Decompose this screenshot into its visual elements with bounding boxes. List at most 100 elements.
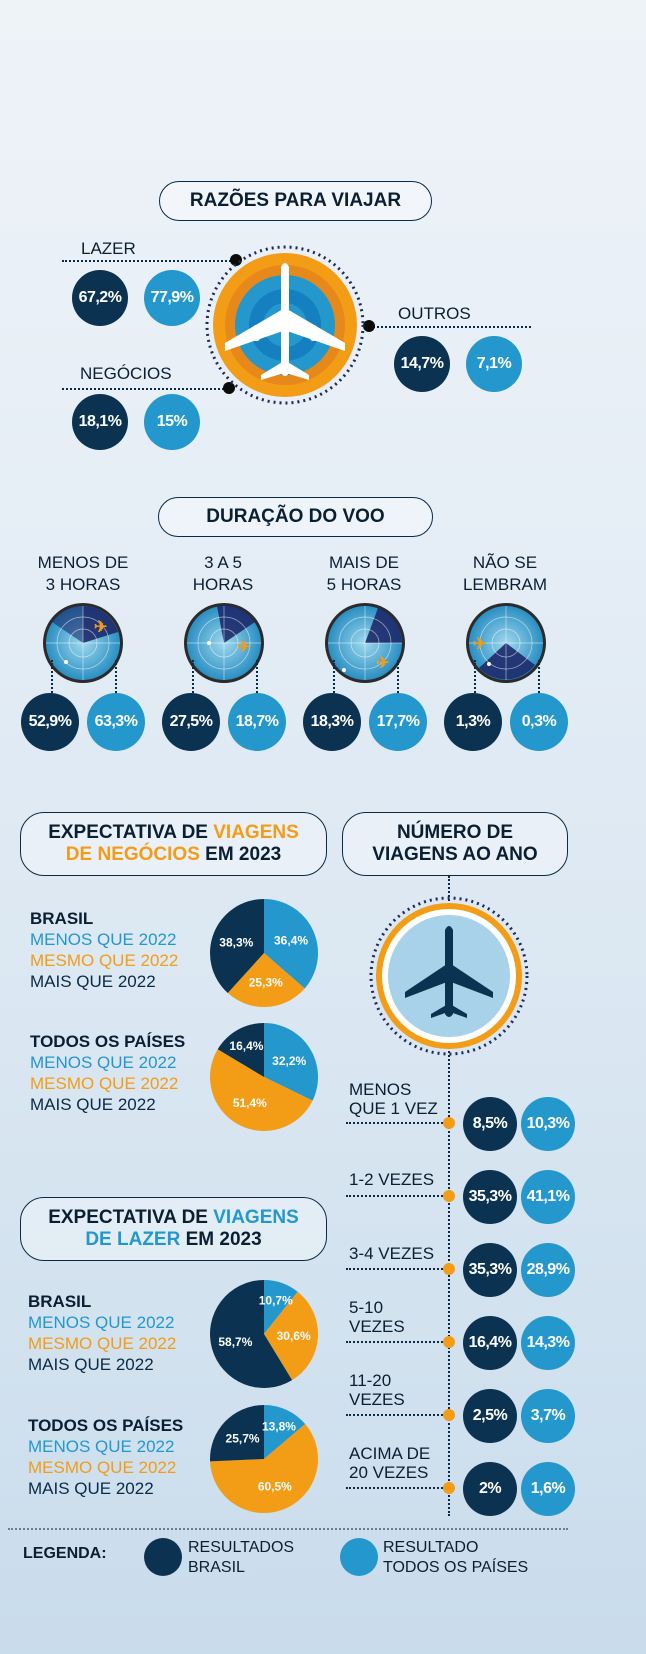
negocios-brasil-label-1: 36,4% (274, 934, 308, 948)
radar-icon-4: ✈ (466, 603, 546, 683)
numero-row-5-label: 11-20 VEZES (349, 1371, 405, 1409)
numero-row-6-brasil: 2% (463, 1462, 517, 1516)
numero-row-6-line (346, 1487, 450, 1489)
negocios-brasil-circle: 18,1% (72, 394, 128, 450)
pie-negocios-todos: 32,2% 51,4% 16,4% (210, 1023, 318, 1131)
numero-row-2-line (346, 1195, 450, 1197)
negocios-brasil-slice-3 (210, 899, 264, 994)
negocios2023-title: EXPECTATIVA DE VIAGENS DE NEGÓCIOS EM 20… (20, 812, 327, 876)
numero-row-6-dot (443, 1482, 455, 1494)
duracao-connector-3a (333, 660, 335, 696)
numero-title: NÚMERO DE VIAGENS AO ANO (342, 812, 568, 876)
numero-row-4-label: 5-10 VEZES (349, 1298, 405, 1336)
legend-todos-text: RESULTADO TODOS OS PAÍSES (383, 1538, 528, 1578)
duracao-label-4a: NÃO SE (472, 553, 538, 572)
duracao-connector-4b (538, 660, 540, 696)
outros-label: OUTROS (398, 304, 471, 323)
lazer-todos-circle: 77,9% (144, 270, 200, 326)
lazer-todos-legend: TODOS OS PAÍSES MENOS QUE 2022 MESMO QUE… (28, 1415, 183, 1499)
lazer-todos-label-3: 25,7% (226, 1431, 260, 1445)
negocios-brasil-menos: MENOS QUE 2022 (30, 930, 177, 949)
lazer-label: LAZER (81, 239, 136, 258)
numero-row-5-l1: 11-20 (349, 1371, 392, 1390)
duracao-2-todos-circle: 18,7% (228, 693, 286, 751)
numero-row-1-dot (443, 1117, 455, 1129)
radar-icon-1: ✈ (43, 603, 123, 683)
negocios-todos-head: TODOS OS PAÍSES (30, 1032, 186, 1051)
numero-row-6-l1: ACIMA DE (349, 1444, 431, 1463)
target-plane-icon (205, 245, 365, 405)
lazer-todos-head: TODOS OS PAÍSES (28, 1416, 184, 1435)
lazer-todos-mesmo: MESMO QUE 2022 (28, 1458, 177, 1477)
numero-row-4-brasil: 16,4% (463, 1316, 517, 1370)
lazer-brasil-label-1: 10,7% (259, 1293, 293, 1307)
radar-icon-3: ✈ (325, 603, 405, 683)
negocios-todos-label-3: 16,4% (229, 1039, 263, 1053)
lazer-todos-slice-2 (210, 1424, 318, 1513)
duracao-label-2: 3 A 5 HORAS (163, 552, 283, 596)
numero-row-4-dot (443, 1336, 455, 1348)
numero-row-3-l1: 3-4 VEZES (349, 1244, 435, 1263)
numero-row-1-l1: MENOS (349, 1080, 412, 1099)
negocios-todos-label-1: 32,2% (272, 1054, 306, 1068)
duracao-label-4: NÃO SE LEMBRAM (445, 552, 565, 596)
legend-brasil-text-2: BRASIL (188, 1559, 245, 1576)
legend-divider (8, 1528, 568, 1530)
duracao-4-todos-circle: 0,3% (510, 693, 568, 751)
numero-row-1-label: MENOS QUE 1 VEZ (349, 1080, 438, 1118)
svg-text:✈: ✈ (237, 639, 250, 656)
numero-row-2-dot (443, 1190, 455, 1202)
lazer-brasil-slice-3 (210, 1280, 293, 1388)
lazer-brasil-head: BRASIL (28, 1292, 92, 1311)
negocios-brasil-mais: MAIS QUE 2022 (30, 972, 156, 991)
negocios-brasil-label-2: 25,3% (249, 976, 283, 990)
numero-row-3-todos: 28,9% (521, 1243, 575, 1297)
lazer-brasil-label-3: 58,7% (218, 1335, 252, 1349)
legend-brasil-swatch (144, 1538, 182, 1576)
lazer-brasil-circle: 67,2% (72, 270, 128, 326)
outros-brasil-circle: 14,7% (394, 336, 450, 392)
radar-icon-2: ✈ (184, 603, 264, 683)
negocios-todos-slice-2 (210, 1049, 313, 1131)
lazer-todos-label-2: 60,5% (258, 1480, 292, 1494)
svg-text:✈: ✈ (94, 619, 107, 636)
numero-row-4-line (346, 1341, 450, 1343)
numero-row-2-brasil: 35,3% (463, 1170, 517, 1224)
numero-row-3-label: 3-4 VEZES (349, 1244, 434, 1263)
legend-todos-text-2: TODOS OS PAÍSES (383, 1559, 529, 1576)
negocios2023-title-line1: EXPECTATIVA DE VIAGENS (48, 822, 299, 843)
duracao-label-3: MAIS DE 5 HORAS (304, 552, 424, 596)
duracao-4-brasil-circle: 1,3% (444, 693, 502, 751)
negocios-todos-label-2: 51,4% (233, 1096, 267, 1110)
svg-text:✈: ✈ (473, 636, 486, 653)
duracao-2-brasil-circle: 27,5% (162, 693, 220, 751)
duracao-label-4b: LEMBRAM (462, 575, 548, 594)
lazer-brasil-slice-1 (264, 1280, 298, 1334)
lazer-line (62, 260, 234, 262)
lazer-todos-menos: MENOS QUE 2022 (28, 1437, 175, 1456)
lazer-todos-slice-1 (264, 1405, 306, 1459)
numero-row-4-l1: 5-10 (349, 1298, 384, 1317)
lazer-brasil-legend: BRASIL MENOS QUE 2022 MESMO QUE 2022 MAI… (28, 1291, 176, 1375)
lazer-todos-label-1: 13,8% (262, 1420, 296, 1434)
numero-row-1-todos: 10,3% (521, 1097, 575, 1151)
numero-row-2-l1: 1-2 VEZES (349, 1170, 435, 1189)
negocios-todos-slice-3 (217, 1023, 264, 1077)
negocios2023-title-line2: DE NEGÓCIOS EM 2023 (65, 844, 282, 865)
razoes-title: RAZÕES PARA VIAJAR (159, 181, 432, 221)
duracao-connector-3b (397, 660, 399, 696)
duracao-connector-2a (192, 660, 194, 696)
lazer-todos-slice-3 (210, 1405, 264, 1462)
negocios-todos-legend: TODOS OS PAÍSES MENOS QUE 2022 MESMO QUE… (30, 1031, 185, 1115)
numero-row-5-brasil: 2,5% (463, 1389, 517, 1443)
lazer2023-title-line2: DE LAZER EM 2023 (85, 1229, 262, 1250)
numero-title-line1: NÚMERO DE (396, 822, 514, 843)
lazer-brasil-mesmo: MESMO QUE 2022 (28, 1334, 177, 1353)
negocios-brasil-head: BRASIL (30, 909, 94, 928)
lazer-brasil-label-2: 30,6% (277, 1329, 311, 1343)
numero-title-line2: VIAGENS AO ANO (372, 844, 538, 865)
negocios-todos-mais: MAIS QUE 2022 (30, 1095, 156, 1114)
duracao-label-3b: 5 HORAS (326, 575, 402, 594)
negocios-todos-slice-1 (264, 1023, 318, 1101)
negocios-todos-circle: 15% (144, 394, 200, 450)
